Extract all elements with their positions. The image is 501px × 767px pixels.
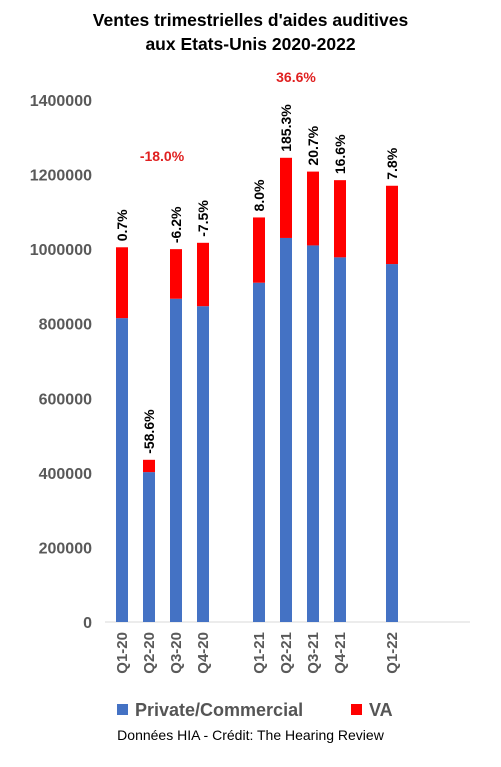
bar-private-commercial bbox=[307, 245, 319, 622]
x-tick-label: Q1-22 bbox=[384, 632, 401, 674]
bar-va bbox=[170, 249, 182, 299]
bar-va bbox=[307, 171, 319, 246]
x-tick-label: Q2-20 bbox=[141, 632, 158, 674]
legend: Private/Commercial VA bbox=[117, 700, 393, 720]
y-tick-label: 600000 bbox=[39, 391, 92, 408]
bar-percent-label: 16.6% bbox=[332, 134, 348, 174]
bar-private-commercial bbox=[170, 298, 182, 622]
x-tick-label: Q1-21 bbox=[251, 632, 268, 674]
bar-percent-label: 0.7% bbox=[114, 209, 130, 241]
bar-percent-label: -7.5% bbox=[195, 200, 211, 237]
bar-private-commercial bbox=[334, 257, 346, 622]
credit-line: Données HIA - Crédit: The Hearing Review bbox=[117, 727, 384, 743]
y-tick-label: 400000 bbox=[39, 466, 92, 483]
y-tick-label: 1000000 bbox=[30, 242, 92, 259]
chart-title-line-2: aux Etats-Unis 2020-2022 bbox=[145, 34, 356, 54]
y-tick-label: 1200000 bbox=[30, 168, 92, 185]
bar-percent-label: 20.7% bbox=[305, 125, 321, 165]
bar-va bbox=[334, 180, 346, 258]
axes: 0 200000 400000 600000 800000 1000000 1200000 1… bbox=[30, 93, 470, 674]
bar-private-commercial bbox=[197, 306, 209, 622]
chart-title-line-1: Ventes trimestrielles d'aides auditives bbox=[92, 10, 409, 30]
x-tick-label: Q3-20 bbox=[168, 632, 185, 674]
legend-label: VA bbox=[369, 700, 393, 720]
y-tick-label: 200000 bbox=[39, 540, 92, 557]
bar-va bbox=[253, 217, 265, 283]
bars bbox=[116, 157, 398, 622]
y-tick-label: 800000 bbox=[39, 317, 92, 334]
bar-private-commercial bbox=[280, 237, 292, 622]
labels: 0.7% -58.6% -6.2% -7.5% 8.0% 185.3% 20.7% 16.6%… bbox=[114, 69, 400, 454]
bar-va bbox=[116, 247, 128, 319]
bar-va bbox=[280, 157, 292, 238]
bar-percent-label: -58.6% bbox=[141, 409, 157, 454]
x-tick-label: Q1-20 bbox=[114, 632, 131, 674]
bar-percent-label: 8.0% bbox=[251, 179, 267, 211]
bar-private-commercial bbox=[143, 472, 155, 622]
y-tick-label: 0 bbox=[83, 615, 92, 632]
bar-va bbox=[197, 242, 209, 307]
group-change-annotation: 36.6% bbox=[276, 69, 316, 85]
x-tick-label: Q4-21 bbox=[332, 632, 349, 674]
bar-percent-label: 185.3% bbox=[278, 104, 294, 152]
group-change-annotation: -18.0% bbox=[140, 148, 185, 164]
legend-label: Private/Commercial bbox=[135, 700, 303, 720]
legend-swatch bbox=[117, 704, 128, 715]
bar-va bbox=[143, 459, 155, 473]
bar-percent-label: -6.2% bbox=[168, 206, 184, 243]
bar-va bbox=[386, 185, 398, 265]
chart-title: Ventes trimestrielles d'aides auditives … bbox=[0, 8, 501, 56]
x-tick-label: Q3-21 bbox=[305, 632, 322, 674]
x-tick-label: Q4-20 bbox=[195, 632, 212, 674]
y-tick-label: 1400000 bbox=[30, 93, 92, 110]
x-tick-label: Q2-21 bbox=[278, 632, 295, 674]
bar-private-commercial bbox=[386, 264, 398, 622]
legend-swatch bbox=[351, 704, 362, 715]
bar-private-commercial bbox=[116, 318, 128, 622]
bar-private-commercial bbox=[253, 282, 265, 622]
bar-percent-label: 7.8% bbox=[384, 147, 400, 179]
